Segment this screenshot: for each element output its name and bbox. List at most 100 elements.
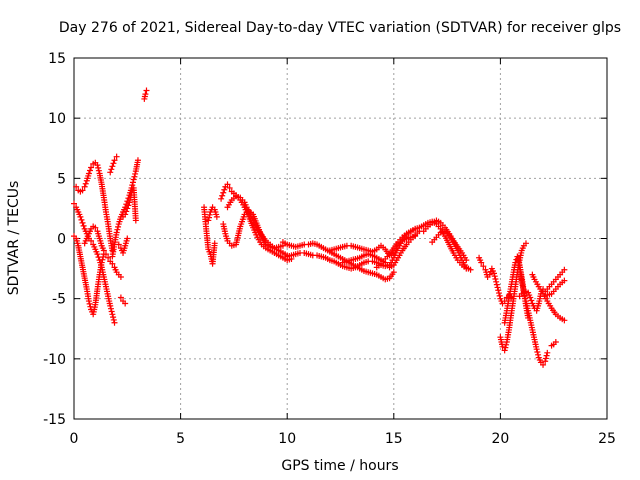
data-point	[211, 240, 218, 247]
data-point	[94, 251, 101, 258]
x-tick-label: 15	[385, 431, 403, 447]
data-point	[85, 170, 92, 177]
data-point	[130, 176, 137, 183]
data-point	[78, 216, 85, 223]
data-point	[109, 311, 116, 318]
data-point	[534, 349, 541, 356]
data-point	[122, 300, 129, 307]
data-point	[205, 217, 212, 224]
x-tick-label: 25	[598, 431, 616, 447]
data-point	[129, 182, 136, 189]
data-point	[499, 343, 506, 350]
data-point	[493, 281, 500, 288]
data-point	[82, 180, 89, 187]
data-point	[503, 341, 510, 348]
data-point	[114, 226, 121, 233]
data-point	[143, 87, 150, 94]
data-point	[486, 271, 493, 278]
grid	[74, 58, 607, 419]
data-point	[528, 297, 535, 304]
y-tick-label: -15	[43, 412, 66, 428]
data-point	[221, 186, 228, 193]
data-point	[95, 164, 102, 171]
y-tick-label: 15	[48, 51, 66, 67]
data-points	[71, 87, 568, 368]
data-point	[492, 276, 499, 283]
data-point	[110, 316, 117, 323]
x-tick-label: 10	[278, 431, 296, 447]
data-point	[134, 157, 141, 164]
x-axis-label: GPS time / hours	[281, 458, 398, 474]
data-point	[113, 153, 120, 160]
data-point	[206, 211, 213, 218]
data-point	[124, 205, 131, 212]
y-axis-label: SDTVAR / TECUs	[6, 181, 22, 296]
data-point	[533, 346, 540, 353]
data-point	[108, 308, 115, 315]
data-point	[543, 352, 550, 359]
data-point	[131, 173, 138, 180]
data-point	[224, 181, 231, 188]
y-tick-label: -5	[52, 292, 66, 308]
data-point	[109, 260, 116, 267]
data-point	[79, 187, 86, 194]
data-point	[124, 235, 131, 242]
data-point	[94, 162, 101, 169]
data-point	[542, 355, 549, 362]
data-point	[88, 164, 95, 171]
data-point	[142, 91, 149, 98]
data-point	[88, 237, 95, 244]
data-point	[110, 314, 117, 321]
x-tick-label: 20	[491, 431, 509, 447]
data-point	[117, 274, 124, 281]
chart-title: Day 276 of 2021, Sidereal Day-to-day VTE…	[59, 20, 621, 36]
data-point	[132, 217, 139, 224]
data-point	[111, 157, 118, 164]
data-point	[494, 284, 501, 291]
y-tick-label: 5	[57, 171, 66, 187]
data-point	[95, 167, 102, 174]
data-point	[123, 208, 130, 215]
data-point	[535, 351, 542, 358]
data-point	[129, 179, 136, 186]
data-point	[79, 219, 86, 226]
data-point	[501, 347, 508, 354]
data-point	[540, 361, 547, 368]
data-point	[480, 263, 487, 270]
data-point	[71, 200, 77, 207]
data-point	[561, 317, 568, 324]
data-point	[544, 349, 551, 356]
y-tick-label: 10	[48, 111, 66, 127]
data-point	[86, 167, 93, 174]
data-point	[113, 229, 120, 236]
data-point	[478, 259, 485, 266]
y-tick-label: 0	[57, 232, 66, 248]
data-point	[100, 247, 107, 254]
data-point	[552, 338, 559, 345]
y-tick-label: -10	[43, 352, 66, 368]
data-point	[491, 270, 498, 277]
x-tick-label: 5	[176, 431, 185, 447]
data-point	[110, 160, 117, 167]
data-point	[219, 192, 226, 199]
data-point	[108, 166, 115, 173]
data-point	[117, 294, 124, 301]
data-point	[92, 224, 99, 231]
data-point	[561, 266, 568, 273]
data-point	[102, 251, 109, 258]
data-point	[502, 344, 509, 351]
data-point	[105, 254, 112, 261]
data-point	[561, 277, 568, 284]
data-point	[390, 269, 397, 276]
data-point	[73, 183, 80, 190]
data-point	[527, 294, 534, 301]
data-point	[467, 266, 474, 273]
data-point	[522, 240, 529, 247]
data-point	[213, 213, 220, 220]
axis-ticks: 0 5 10 15 20 25 -15 -10 -5 0 5 10 15	[43, 51, 616, 447]
data-point	[98, 259, 105, 266]
data-point	[522, 295, 529, 302]
data-point	[125, 202, 132, 209]
data-point	[218, 195, 225, 202]
data-point	[100, 253, 107, 260]
